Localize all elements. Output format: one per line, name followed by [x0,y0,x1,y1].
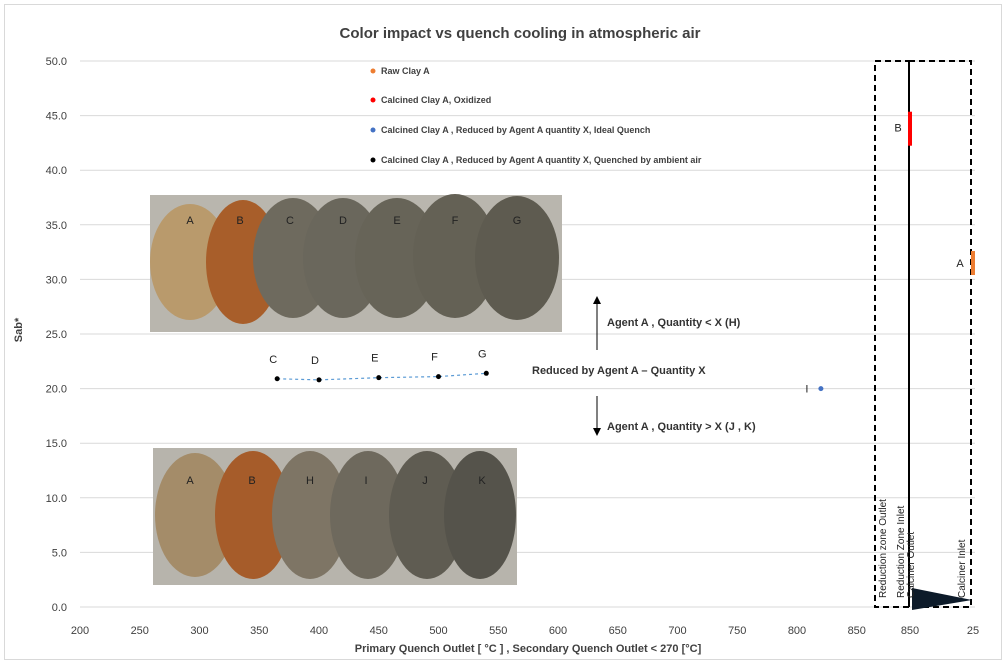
data-label: B [894,123,901,135]
x-tick-label: 25 [967,625,979,637]
sample-photo-bottom [153,448,517,585]
x-tick-label: 850 [901,625,919,637]
data-label: I [805,384,808,396]
zone-label-reduction-outlet: Reduction zone Outlet [878,499,889,598]
y-tick-label: 45.0 [46,111,67,123]
annotation-up: Agent A , Quantity < X (H) [607,317,741,329]
x-tick-label: 700 [668,625,686,637]
x-tick-label: 400 [310,625,328,637]
y-tick-label: 15.0 [46,438,67,450]
zone-box-right [908,60,972,608]
data-point [818,386,824,392]
zone-label-calciner-inlet: Calciner Inlet [957,539,968,598]
data-point [971,251,975,276]
y-tick-label: 40.0 [46,165,67,177]
legend-label-ambient: Calcined Clay A , Reduced by Agent A qua… [381,155,702,165]
y-tick-label: 25.0 [46,329,67,341]
x-axis-label: Primary Quench Outlet [ °C ] , Secondary… [355,643,702,655]
x-tick-label: 200 [71,625,89,637]
x-tick-label: 350 [250,625,268,637]
photo-sample-label: G [513,215,522,227]
photo-sample-label: K [478,475,486,487]
x-tick-label: 250 [131,625,149,637]
y-tick-label: 35.0 [46,220,67,232]
x-tick-label: 800 [788,625,806,637]
legend-label-raw: Raw Clay A [381,66,430,76]
y-tick-label: 20.0 [46,384,67,396]
data-point [483,370,489,376]
y-axis-label: Sab* [13,317,25,342]
photo-sample-label: C [286,215,294,227]
y-tick-label: 50.0 [46,56,67,68]
data-point [274,376,280,382]
photo-sample-label: H [306,475,314,487]
data-point [316,377,322,383]
data-point [908,111,912,146]
x-tick-label: 750 [728,625,746,637]
x-tick-label: 300 [190,625,208,637]
data-point [436,374,441,380]
data-label: G [478,348,487,360]
photo-sample-label: A [186,215,194,227]
chart-frame [4,4,1002,660]
annotation-down: Agent A , Quantity > X (J , K) [607,421,756,433]
photo-sample-label: J [422,475,428,487]
photo-sample-label: I [364,475,367,487]
x-tick-label: 550 [489,625,507,637]
photo-sample-label: E [393,215,400,227]
legend-marker-oxidized [370,97,376,103]
photo-sample-label: F [452,215,459,227]
chart-title: Color impact vs quench cooling in atmosp… [340,25,701,42]
legend-marker-ideal [370,127,376,133]
calciner-arrow [912,588,972,610]
data-label: A [956,258,964,270]
series-line-ambient [277,372,487,381]
x-tick-label: 650 [609,625,627,637]
sample-photo-top [150,194,562,332]
y-tick-label: 30.0 [46,274,67,286]
data-point [376,375,382,381]
legend: Raw Clay A Calcined Clay A, Oxidized Cal… [370,66,702,165]
y-tick-label: 0.0 [52,602,67,614]
photo-sample-label: B [236,215,243,227]
legend-label-ideal: Calcined Clay A , Reduced by Agent A qua… [381,125,650,135]
y-tick-label: 5.0 [52,547,67,559]
legend-label-oxidized: Calcined Clay A, Oxidized [381,95,491,105]
legend-marker-ambient [370,157,376,163]
zone-label-reduction-inlet: Reduction Zone Inlet [896,505,907,598]
x-tick-label: 850 [848,625,866,637]
x-tick-label: 600 [549,625,567,637]
photo-sample-label: A [186,475,194,487]
arrow-down [593,396,601,436]
data-label: F [431,352,438,364]
data-label: C [269,354,277,366]
zone-label-calciner-outlet: Calciner Outlet [906,532,917,598]
x-tick-label: 500 [429,625,447,637]
data-label: E [371,353,378,365]
arrow-up [593,296,601,350]
y-tick-label: 10.0 [46,493,67,505]
data-label: D [311,355,319,367]
legend-marker-raw [370,68,376,74]
annotation-center: Reduced by Agent A – Quantity X [532,365,706,377]
photo-sample-label: D [339,215,347,227]
photo-sample-label: B [248,475,255,487]
x-tick-label: 450 [370,625,388,637]
